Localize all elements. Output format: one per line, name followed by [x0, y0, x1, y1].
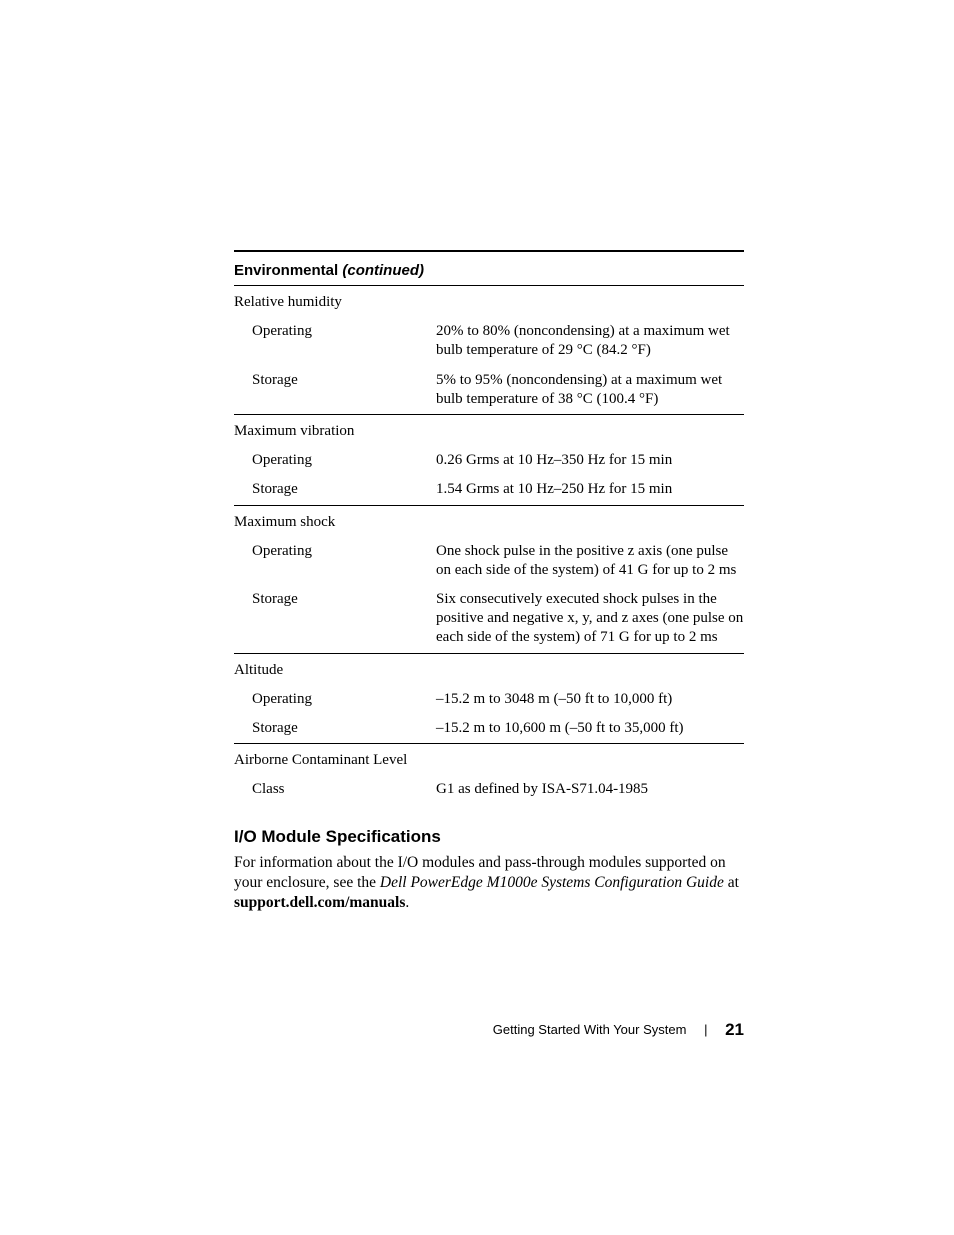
group-label: Maximum shock [234, 506, 744, 537]
spec-value: Six consecutively executed shock pulses … [436, 585, 744, 653]
spec-table: Relative humidity Operating 20% to 80% (… [234, 286, 744, 805]
spec-label: Storage [234, 585, 436, 653]
group-label: Altitude [234, 654, 744, 685]
spec-label: Storage [234, 366, 436, 414]
section-heading: I/O Module Specifications [234, 827, 744, 847]
group-row: Airborne Contaminant Level [234, 744, 744, 775]
body-paragraph: For information about the I/O modules an… [234, 853, 744, 914]
spec-row: Class G1 as defined by ISA-S71.04-1985 [234, 775, 744, 804]
spec-value: One shock pulse in the positive z axis (… [436, 537, 744, 585]
spec-label: Storage [234, 475, 436, 504]
footer-text: Getting Started With Your System [493, 1022, 687, 1037]
spec-row: Storage 5% to 95% (noncondensing) at a m… [234, 366, 744, 414]
para-text: at [724, 874, 739, 891]
group-row: Maximum shock [234, 506, 744, 537]
spec-row: Operating One shock pulse in the positiv… [234, 537, 744, 585]
group-row: Altitude [234, 654, 744, 685]
spec-value: –15.2 m to 10,600 m (–50 ft to 35,000 ft… [436, 714, 744, 743]
content-area: Environmental (continued) Relative humid… [234, 250, 744, 914]
page-number: 21 [725, 1020, 744, 1039]
table-header-italic: (continued) [338, 262, 424, 279]
table-header-bold: Environmental [234, 262, 338, 279]
page-footer: Getting Started With Your System | 21 [234, 1020, 744, 1040]
para-italic: Dell PowerEdge M1000e Systems Configurat… [380, 874, 724, 891]
para-text: . [405, 894, 409, 911]
spec-value: 1.54 Grms at 10 Hz–250 Hz for 15 min [436, 475, 744, 504]
group-label: Airborne Contaminant Level [234, 744, 744, 775]
spec-value: 20% to 80% (noncondensing) at a maximum … [436, 317, 744, 365]
spec-row: Storage –15.2 m to 10,600 m (–50 ft to 3… [234, 714, 744, 743]
spec-label: Storage [234, 714, 436, 743]
spec-value: 5% to 95% (noncondensing) at a maximum w… [436, 366, 744, 414]
table-header: Environmental (continued) [234, 258, 744, 285]
document-page: Environmental (continued) Relative humid… [0, 0, 954, 1235]
spec-label: Operating [234, 446, 436, 475]
spec-label: Operating [234, 685, 436, 714]
spec-label: Operating [234, 317, 436, 365]
spec-value: –15.2 m to 3048 m (–50 ft to 10,000 ft) [436, 685, 744, 714]
group-label: Relative humidity [234, 286, 744, 317]
spec-row: Storage Six consecutively executed shock… [234, 585, 744, 653]
footer-separator: | [690, 1022, 721, 1037]
group-label: Maximum vibration [234, 415, 744, 446]
spec-value: G1 as defined by ISA-S71.04-1985 [436, 775, 744, 804]
group-row: Relative humidity [234, 286, 744, 317]
spec-label: Operating [234, 537, 436, 585]
spec-value: 0.26 Grms at 10 Hz–350 Hz for 15 min [436, 446, 744, 475]
rule-top-thick [234, 250, 744, 252]
spec-row: Storage 1.54 Grms at 10 Hz–250 Hz for 15… [234, 475, 744, 504]
spec-row: Operating 20% to 80% (noncondensing) at … [234, 317, 744, 365]
spec-row: Operating 0.26 Grms at 10 Hz–350 Hz for … [234, 446, 744, 475]
para-bold: support.dell.com/manuals [234, 894, 405, 911]
spec-row: Operating –15.2 m to 3048 m (–50 ft to 1… [234, 685, 744, 714]
group-row: Maximum vibration [234, 415, 744, 446]
spec-label: Class [234, 775, 436, 804]
spec-table-body: Relative humidity Operating 20% to 80% (… [234, 286, 744, 805]
